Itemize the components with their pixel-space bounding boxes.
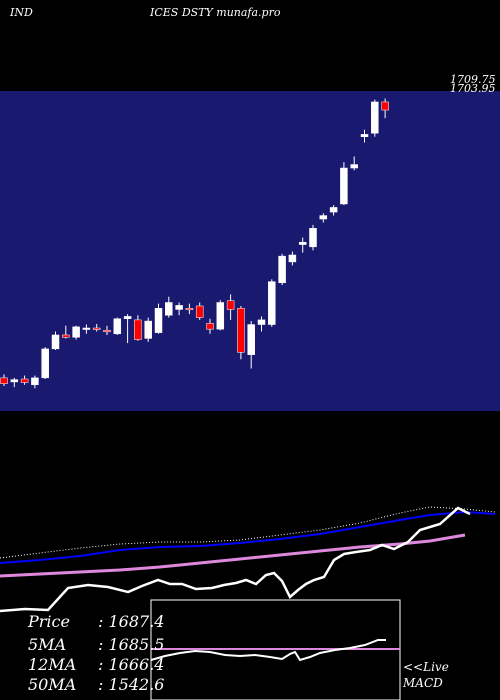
candle-up xyxy=(41,348,49,379)
blue-ma-line xyxy=(0,510,496,564)
white-price-line xyxy=(0,506,471,613)
stat-value: 1685.5 xyxy=(108,635,165,654)
candle-down xyxy=(381,101,389,111)
candle-up xyxy=(51,334,60,350)
candle-down xyxy=(185,308,194,311)
candle-up xyxy=(288,254,297,263)
candle-down xyxy=(226,300,235,310)
candle-up xyxy=(371,101,379,134)
stat-price: Price: 1687.4 xyxy=(28,612,165,631)
stat-value: 1687.4 xyxy=(108,612,165,631)
stat-label: 50MA xyxy=(28,675,77,694)
candle-up xyxy=(309,228,317,248)
macd-panel xyxy=(150,599,401,700)
candle-up xyxy=(82,327,91,330)
candle-up xyxy=(175,305,183,310)
pink-ma-line xyxy=(0,533,466,578)
header-symbol: IND xyxy=(10,6,33,19)
dotted-ma-line xyxy=(0,506,496,559)
ma-panel xyxy=(0,506,496,613)
candle-up xyxy=(298,241,307,245)
candle-up xyxy=(319,215,328,220)
stat-value: 1666.4 xyxy=(108,655,165,674)
candle-down xyxy=(206,323,214,330)
stat-12ma: 12MA: 1666.4 xyxy=(28,655,165,674)
candle-down xyxy=(92,327,101,330)
candle-up xyxy=(340,167,348,205)
macd-title-label: MACD xyxy=(403,676,443,690)
macd-live-label: <<Live xyxy=(403,660,449,674)
candle-up xyxy=(216,302,225,330)
candle-down xyxy=(103,330,111,333)
candle-up xyxy=(247,324,255,355)
candle-up xyxy=(10,379,19,383)
candle-up xyxy=(123,316,132,319)
candle-up xyxy=(113,318,122,335)
stat-label: 5MA xyxy=(28,635,67,654)
stat-5ma: 5MA: 1685.5 xyxy=(28,635,165,654)
candle-down xyxy=(134,319,142,340)
price-label-bottom: 1703.95 xyxy=(450,82,496,95)
candle-down xyxy=(195,305,204,318)
candlestick-series xyxy=(0,98,389,389)
candle-up xyxy=(144,320,152,339)
header-site: ICES DSTY munafa.pro xyxy=(150,6,281,19)
candle-up xyxy=(268,281,276,325)
candle-up xyxy=(154,308,163,333)
stat-50ma: 50MA: 1542.6 xyxy=(28,675,165,694)
price-label-top: 1709.75 xyxy=(450,73,496,86)
candle-up xyxy=(165,302,173,316)
candle-down xyxy=(62,334,70,338)
candle-up xyxy=(360,134,369,137)
stat-label: 12MA xyxy=(28,655,77,674)
candle-up xyxy=(257,319,266,325)
stat-value: 1542.6 xyxy=(108,675,165,694)
price-panel-bg xyxy=(0,91,500,411)
candle-down xyxy=(20,378,29,383)
candle-up xyxy=(31,377,39,386)
candle-up xyxy=(72,326,80,338)
candle-down xyxy=(237,308,245,353)
macd-line xyxy=(150,639,386,662)
stat-label: Price xyxy=(28,612,70,631)
candle-up xyxy=(350,164,358,169)
candle-up xyxy=(329,207,338,213)
candle-down xyxy=(0,377,8,384)
candle-up xyxy=(278,255,286,284)
